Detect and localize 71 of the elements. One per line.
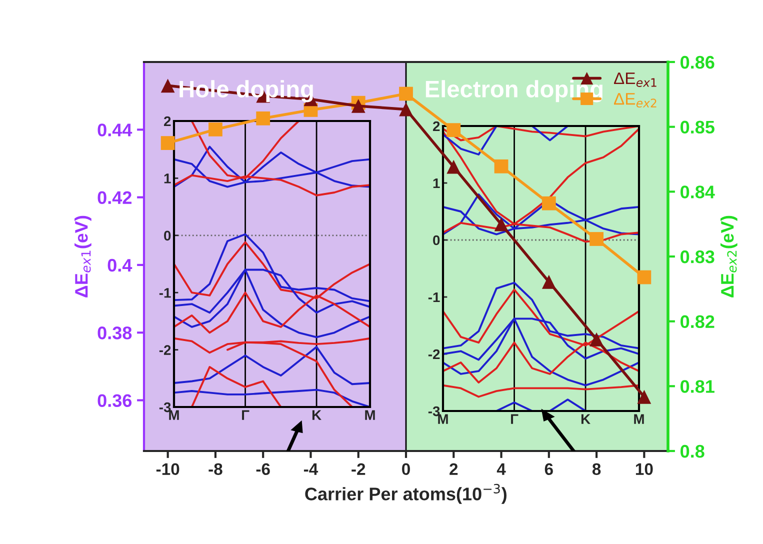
y-tick-label: 1: [433, 178, 440, 188]
y-tick-label: -1: [159, 288, 171, 298]
point: [399, 102, 413, 116]
y-tick-label: 0.44: [98, 124, 132, 136]
y2-tick-label: 0.85: [680, 120, 714, 134]
x-tick-label: M: [365, 410, 375, 420]
x-tick-label: -10: [156, 463, 180, 476]
point: [446, 160, 461, 174]
y-tick-label: 2: [432, 121, 440, 132]
x-tick-label: 0: [402, 463, 410, 476]
y-tick-label: -2: [428, 349, 440, 360]
line-series: [443, 384, 639, 398]
point: [590, 232, 604, 246]
y-tick-label: 0.36: [98, 394, 132, 408]
point: [494, 159, 508, 174]
point: [208, 122, 222, 136]
x-tick-label: 8: [592, 463, 601, 476]
x-tick-label: M: [169, 410, 179, 420]
point: [494, 217, 508, 232]
x-tick-label: 10: [636, 463, 653, 476]
y-tick-label: 1: [164, 174, 171, 184]
point: [542, 274, 556, 289]
y-tick-label: -2: [159, 345, 171, 355]
y-tick-label: -3: [159, 402, 171, 412]
y-tick-label: -1: [428, 292, 440, 302]
point: [399, 86, 413, 101]
y2-tick-label: 0.86: [680, 56, 714, 69]
point: [637, 390, 652, 404]
point: [542, 196, 556, 210]
point: [590, 332, 604, 346]
line-series: [174, 346, 370, 386]
y2-tick-label: 0.81: [680, 380, 714, 393]
x-tick-label: -4: [304, 463, 318, 475]
x-tick-label: M: [634, 414, 644, 424]
point: [256, 111, 270, 126]
y2-tick-label: 0.84: [680, 186, 715, 198]
legend-label: ΔE$_{ex2}$: [614, 93, 656, 108]
x-tick-label: K: [312, 410, 322, 420]
line-series: [174, 268, 370, 338]
y-tick-label: 0: [164, 230, 171, 241]
y-tick-label: 2: [164, 116, 171, 126]
point: [637, 270, 652, 284]
y-tick-label: 0.4: [108, 258, 132, 272]
y-tick-label: 0.38: [98, 326, 132, 340]
y-tick-label: -3: [428, 406, 440, 416]
x-tick-label: -8: [208, 463, 222, 476]
point: [160, 136, 175, 150]
point: [351, 99, 366, 113]
x-tick-label: 2: [450, 463, 458, 475]
point: [446, 123, 461, 138]
y2-tick-label: 0.82: [680, 315, 714, 328]
x-tick-label: Γ: [511, 414, 518, 424]
y2-tick-label: 0.83: [680, 250, 714, 264]
line-series: [443, 318, 639, 386]
line-series: [443, 126, 498, 156]
x-tick-label: Γ: [242, 410, 250, 420]
x-tick-label: -6: [256, 463, 270, 476]
y2-axis-title: ΔE$_{ex2}$(eV): [720, 216, 738, 298]
y-axis-title: ΔE$_{ex1}$(eV): [74, 216, 92, 298]
x-tick-label: M: [438, 414, 448, 424]
point: [160, 78, 175, 93]
x-tick-label: K: [581, 414, 590, 424]
x-tick-label: 6: [544, 463, 553, 476]
x-axis-title: Carrier Per atoms(10$^{−3}$): [305, 484, 506, 504]
y-tick-label: 0.42: [98, 191, 132, 204]
x-tick-label: -2: [352, 463, 366, 475]
line-series: [190, 366, 282, 407]
x-tick-label: 4: [496, 463, 506, 475]
y2-tick-label: 0.8: [680, 444, 704, 458]
legend-label: ΔE$_{ex1}$: [614, 72, 656, 87]
y-tick-label: 0: [433, 235, 440, 246]
